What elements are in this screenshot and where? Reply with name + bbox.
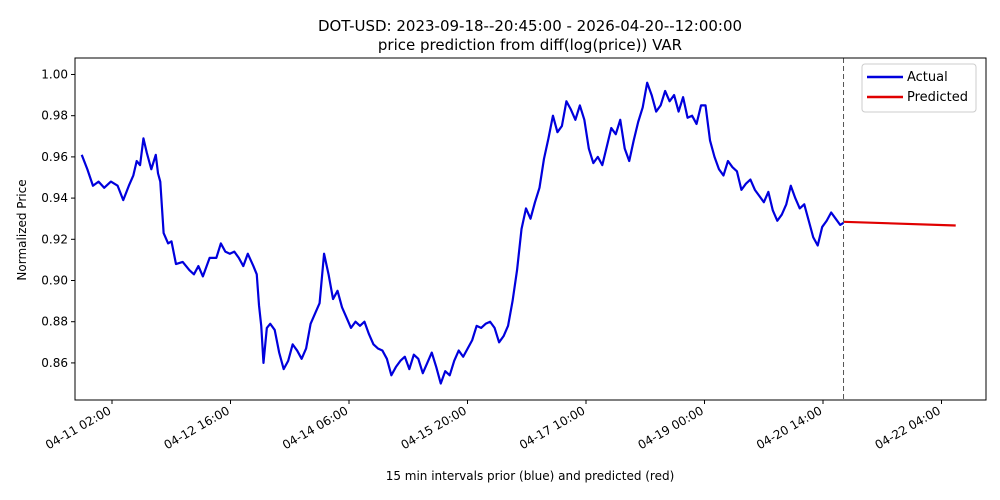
y-tick-label: 0.88 (41, 315, 68, 329)
y-tick-label: 1.00 (41, 67, 68, 81)
y-tick-label: 0.96 (41, 150, 68, 164)
y-tick-label: 0.94 (41, 191, 68, 205)
y-axis: 0.86 0.88 0.90 0.92 0.94 0.96 0.98 1.00 (41, 67, 75, 370)
y-tick-label: 0.90 (41, 274, 68, 288)
x-tick-label: 04-12 16:00 (162, 403, 232, 452)
y-tick-label: 0.86 (41, 356, 68, 370)
legend-label-predicted: Predicted (907, 90, 968, 105)
x-tick-label: 04-20 14:00 (754, 403, 824, 452)
series-line-actual (80, 81, 845, 385)
legend: Actual Predicted (861, 63, 977, 113)
plot-area (74, 57, 987, 401)
x-tick-label: 04-11 02:00 (43, 403, 113, 452)
legend-label-actual: Actual (907, 70, 948, 85)
x-axis: 04-11 02:00 04-12 16:00 04-14 06:00 04-15 2… (43, 400, 943, 452)
y-tick-label: 0.92 (41, 232, 68, 246)
series-layer (80, 81, 956, 385)
x-tick-label: 04-15 20:00 (399, 403, 469, 452)
plot-frame (74, 57, 987, 401)
y-axis-label: Normalized Price (15, 179, 29, 280)
x-tick-label: 04-22 04:00 (873, 403, 943, 452)
x-tick-label: 04-17 10:00 (517, 403, 587, 452)
y-tick-label: 0.98 (41, 109, 68, 123)
chart-title: DOT-USD: 2023-09-18--20:45:00 - 2026-04-… (318, 17, 742, 35)
x-tick-label: 04-14 06:00 (280, 403, 350, 452)
chart-subtitle: price prediction from diff(log(price)) V… (378, 36, 682, 54)
x-axis-label: 15 min intervals prior (blue) and predic… (386, 469, 675, 483)
x-tick-label: 04-19 00:00 (636, 403, 706, 452)
series-line-predicted (843, 220, 956, 227)
